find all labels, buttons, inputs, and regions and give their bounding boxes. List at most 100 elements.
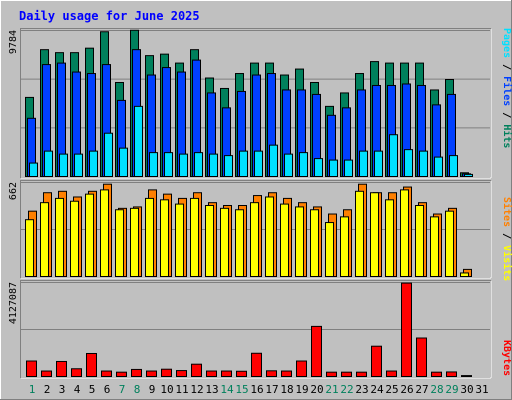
bar-pages [449, 155, 458, 177]
bar-kbytes [116, 371, 127, 377]
bar-visits [415, 205, 424, 277]
bar-kbytes [431, 371, 442, 377]
bar-visits [355, 190, 364, 277]
x-tick-label: 9 [149, 383, 156, 396]
bar-kbytes [341, 371, 352, 377]
ymax-label-kbytes: 4127087 [8, 282, 19, 324]
bar-pages [359, 150, 368, 177]
bar-visits [445, 210, 454, 278]
bar-pages [329, 159, 338, 178]
bar-kbytes [26, 360, 37, 378]
bar-kbytes [206, 370, 217, 377]
legend-separator-3: / [501, 227, 512, 245]
bar-kbytes [236, 370, 247, 378]
bar-visits [160, 199, 169, 277]
bar-kbytes [311, 325, 322, 378]
x-tick-label: 8 [134, 383, 141, 396]
x-tick-label: 28 [430, 383, 443, 396]
bar-visits [130, 207, 139, 277]
bar-kbytes [266, 370, 277, 377]
bar-pages [119, 147, 128, 177]
x-tick-label: 29 [445, 383, 458, 396]
bar-pages [419, 150, 428, 177]
bar-kbytes [401, 282, 412, 377]
bar-pages [464, 173, 473, 177]
legend-files: Files [501, 76, 512, 106]
bar-kbytes [191, 363, 202, 378]
bar-visits [280, 203, 289, 277]
bar-pages [239, 150, 248, 177]
bar-pages [164, 152, 173, 177]
x-tick-label: 25 [385, 383, 398, 396]
x-tick-label: 22 [340, 383, 353, 396]
bar-kbytes [41, 370, 52, 377]
bar-visits [205, 205, 214, 277]
bar-pages [149, 152, 158, 177]
x-tick-label: 1 [29, 383, 36, 396]
bar-kbytes [101, 370, 112, 377]
bar-kbytes [371, 345, 382, 378]
ymax-label-hits: 9784 [8, 30, 19, 54]
bar-kbytes [176, 370, 187, 378]
legend-visits: Visits [501, 245, 512, 281]
x-tick-label: 14 [220, 383, 234, 396]
x-tick-label: 16 [250, 383, 263, 396]
bar-visits [100, 189, 109, 277]
x-tick-label: 26 [400, 383, 413, 396]
bar-kbytes [56, 360, 67, 377]
bar-pages [59, 153, 68, 177]
bar-pages [374, 150, 383, 177]
x-tick-label: 20 [310, 383, 323, 396]
bar-kbytes [386, 370, 397, 377]
bar-kbytes [416, 337, 427, 378]
x-tick-label: 23 [355, 383, 368, 396]
bar-kbytes [251, 352, 262, 378]
bar-visits [190, 197, 199, 277]
bar-pages [224, 155, 233, 177]
bar-visits [310, 209, 319, 277]
bar-visits [250, 202, 259, 278]
bar-pages [29, 162, 38, 178]
bar-pages [74, 153, 83, 177]
bar-pages [314, 158, 323, 178]
legend-hits-files-pages: Pages / Files / Hits [501, 28, 512, 148]
x-tick-label: 2 [44, 383, 51, 396]
bar-visits [340, 216, 349, 277]
bar-visits [220, 207, 229, 277]
chart-title: Daily usage for June 2025 [19, 9, 200, 23]
bar-visits [55, 197, 64, 277]
x-tick-label: 4 [74, 383, 81, 396]
bars [25, 29, 473, 378]
bar-pages [269, 144, 278, 177]
x-tick-label: 27 [415, 383, 428, 396]
bar-kbytes [146, 370, 157, 377]
bar-pages [194, 152, 203, 177]
x-tick-label: 10 [160, 383, 173, 396]
bar-visits [145, 197, 154, 277]
bar-pages [434, 156, 443, 178]
bar-visits [175, 203, 184, 277]
bar-kbytes [281, 370, 292, 377]
bar-pages [89, 150, 98, 177]
bar-pages [134, 105, 143, 177]
bar-visits [400, 189, 409, 277]
x-tick-label: 31 [475, 383, 488, 396]
legend-hits: Hits [501, 124, 512, 148]
bar-kbytes [71, 368, 82, 378]
ymax-label-visits: 662 [8, 182, 19, 200]
bar-pages [299, 152, 308, 177]
legend-kbytes: KBytes [501, 340, 512, 376]
x-tick-labels: 1 2 3 4 5 6 7 8 9 10 11 12 13 14 15 16 17 18 19 20 21 22 23 24 2… [29, 383, 489, 396]
bar-pages [389, 134, 398, 177]
bar-kbytes [131, 368, 142, 378]
bar-visits [70, 200, 79, 278]
bar-pages [404, 149, 413, 177]
x-tick-label: 6 [104, 383, 111, 396]
legend-visits-sites: Sites / Visits [501, 197, 512, 281]
x-tick-label: 13 [205, 383, 218, 396]
bar-visits [460, 272, 469, 278]
bar-kbytes [356, 371, 367, 377]
x-tick-label: 30 [460, 383, 473, 396]
bar-pages [179, 153, 188, 177]
